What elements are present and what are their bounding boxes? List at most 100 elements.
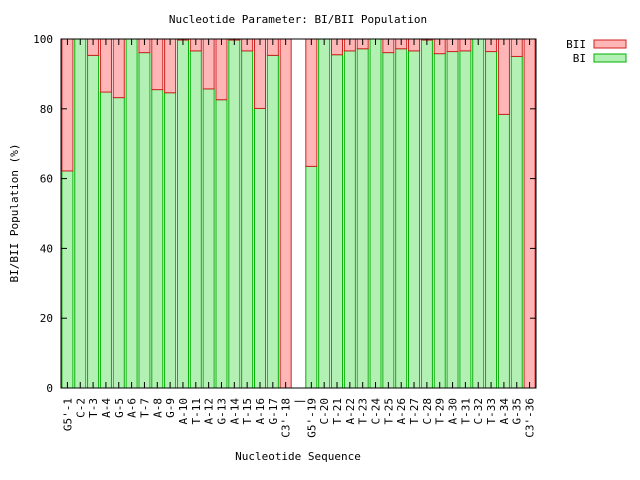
y-tick-label-1: 20: [40, 312, 53, 325]
bar-bi-1: [74, 38, 87, 389]
bar-bii-11: [202, 38, 215, 90]
x-tick-label-31: T-31: [459, 398, 472, 425]
x-tick-label-19: G5'-19: [305, 398, 318, 438]
bar-bii-3: [99, 38, 112, 93]
bar-bii-17: [279, 38, 292, 389]
x-tick-label-4: G-5: [113, 398, 126, 418]
x-tick-label-8: G-9: [164, 398, 177, 418]
x-tick-label-14: T-15: [241, 398, 254, 425]
bar-bi-21: [330, 54, 344, 389]
bar-bi-20: [318, 38, 331, 389]
y-tick-label-0: 0: [46, 382, 53, 395]
x-tick-label-25: T-25: [382, 398, 395, 425]
bar-bi-29: [433, 53, 446, 389]
bar-bi-31: [459, 50, 472, 389]
bar-bi-5: [125, 38, 138, 389]
bar-bi-0: [61, 170, 74, 389]
x-tick-label-6: T-7: [138, 398, 151, 418]
bar-bi-24: [369, 38, 382, 389]
x-tick-label-17: C3'-18: [280, 398, 293, 438]
x-tick-label-3: A-4: [100, 398, 113, 418]
bar-bi-9: [176, 39, 189, 389]
bar-bi-8: [164, 92, 177, 389]
x-tick-label-34: A-34: [498, 398, 511, 425]
x-tick-label-2: T-3: [87, 398, 100, 418]
bar-bii-8: [164, 38, 177, 94]
bar-bi-28: [420, 39, 433, 389]
bar-bi-12: [215, 99, 228, 389]
bar-bii-36: [523, 38, 536, 389]
legend-swatch-bii: [593, 39, 627, 49]
x-tick-label-27: T-27: [408, 398, 421, 425]
x-tick-label-35: G-35: [511, 398, 524, 425]
x-tick-label-20: C-20: [318, 398, 331, 425]
bar-bii-7: [151, 38, 164, 91]
bar-bii-15: [253, 38, 267, 109]
y-tick-label-2: 40: [40, 242, 53, 255]
x-tick-label-15: A-16: [254, 398, 267, 425]
x-separator-label: |: [293, 398, 306, 405]
x-axis-ticks: G5'-1 C-2 T-3 A-4 G-5 A-6 T-7 A-8 G-9 A-10 T-11 A-1…: [61, 39, 537, 438]
x-tick-label-26: A-26: [395, 398, 408, 425]
legend-label-bii: BII: [566, 38, 586, 51]
bar-bi-19: [305, 165, 318, 389]
y-axis-label: BI/BII Population (%): [8, 143, 21, 282]
bar-bii-12: [215, 38, 228, 101]
bar-bi-27: [408, 50, 421, 389]
bar-bi-22: [343, 50, 356, 389]
x-tick-label-16: G-17: [267, 398, 280, 425]
bar-bi-4: [112, 97, 125, 389]
bar-bi-16: [266, 54, 279, 389]
x-tick-label-12: G-13: [215, 398, 228, 425]
bar-bi-10: [189, 50, 202, 389]
legend-label-bi: BI: [573, 52, 586, 65]
x-tick-label-36: C3'-36: [524, 398, 537, 438]
x-tick-label-24: C-24: [370, 398, 383, 425]
x-tick-label-30: A-30: [447, 398, 460, 425]
chart-title: Nucleotide Parameter: BI/BII Population: [169, 13, 427, 26]
legend: BII BI: [566, 38, 627, 65]
bar-bi-15: [253, 107, 267, 389]
bar-bi-14: [241, 50, 254, 389]
x-tick-label-0: G5'-1: [61, 398, 74, 431]
bar-bii-34: [497, 38, 510, 115]
bar-bii-0: [61, 38, 74, 172]
x-tick-label-22: A-22: [344, 398, 357, 425]
bar-bi-2: [87, 54, 100, 389]
bar-bi-34: [497, 113, 510, 389]
y-axis-ticks: 0 20 40 60 80 100: [33, 33, 536, 395]
legend-swatch-bi: [593, 53, 627, 63]
x-axis-label: Nucleotide Sequence: [235, 450, 361, 463]
x-tick-label-23: T-23: [357, 398, 370, 425]
bar-bii-4: [112, 38, 125, 99]
bar-bi-23: [356, 48, 369, 389]
bar-bi-25: [382, 52, 395, 389]
y-tick-label-3: 60: [40, 173, 53, 186]
bar-bi-26: [395, 48, 408, 389]
x-tick-label-11: A-12: [203, 398, 216, 425]
x-tick-label-10: T-11: [190, 398, 203, 425]
bar-bi-3: [99, 91, 112, 389]
bar-bi-30: [446, 51, 459, 389]
x-tick-label-13: A-14: [228, 398, 241, 425]
bar-bi-35: [510, 55, 523, 389]
x-tick-label-5: A-6: [126, 398, 139, 418]
bar-bi-11: [202, 88, 215, 389]
y-tick-label-4: 80: [40, 103, 53, 116]
x-tick-label-1: C-2: [74, 398, 87, 418]
x-tick-label-21: T-21: [331, 398, 344, 425]
y-tick-label-5: 100: [33, 33, 53, 46]
x-tick-label-28: C-28: [421, 398, 434, 425]
bars-group: [61, 38, 536, 389]
bar-bi-32: [472, 38, 485, 389]
x-tick-label-9: A-10: [177, 398, 190, 425]
plot-frame: [60, 38, 537, 389]
x-tick-label-32: C-32: [472, 398, 485, 425]
x-tick-label-7: A-8: [151, 398, 164, 418]
x-tick-label-29: T-29: [434, 398, 447, 425]
bar-bii-19: [305, 38, 318, 167]
bar-bi-33: [485, 51, 498, 389]
x-tick-label-33: T-33: [485, 398, 498, 425]
bar-bi-7: [151, 89, 164, 389]
